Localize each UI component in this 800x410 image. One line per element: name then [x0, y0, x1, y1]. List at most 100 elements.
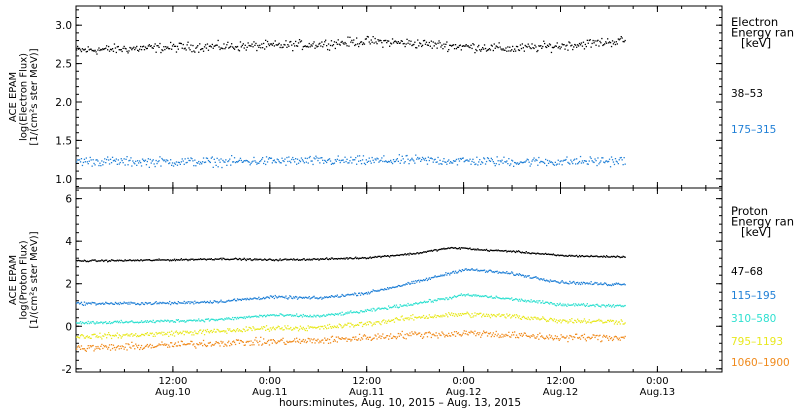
data-point: [386, 335, 388, 337]
data-point: [469, 295, 471, 297]
data-point: [246, 329, 248, 332]
data-point: [317, 326, 319, 328]
data-point: [608, 284, 611, 286]
data-point: [117, 45, 119, 48]
data-point: [163, 320, 165, 323]
data-point: [610, 255, 613, 258]
data-point: [86, 322, 88, 325]
data-point: [325, 39, 327, 41]
data-point: [465, 268, 467, 270]
data-point: [305, 296, 307, 299]
data-point: [610, 320, 613, 322]
data-point: [369, 256, 371, 258]
data-point: [307, 46, 309, 48]
data-point: [508, 315, 510, 317]
data-point: [313, 41, 315, 43]
data-point: [241, 44, 243, 47]
data-point: [415, 316, 417, 318]
data-point: [362, 42, 365, 44]
data-point: [324, 296, 326, 298]
data-point: [246, 46, 248, 48]
data-point: [197, 45, 199, 47]
data-point: [492, 314, 494, 316]
data-point: [370, 322, 372, 324]
data-point: [115, 347, 117, 349]
data-point: [597, 157, 599, 159]
data-point: [152, 319, 154, 321]
data-point: [205, 301, 208, 303]
data-point: [278, 42, 280, 45]
data-point: [476, 268, 478, 270]
data-point: [607, 284, 609, 287]
data-point: [520, 332, 523, 335]
data-point: [455, 48, 458, 50]
data-point: [418, 45, 420, 47]
data-point: [432, 41, 434, 43]
data-point: [616, 43, 618, 45]
data-point: [116, 303, 118, 305]
data-point: [452, 271, 454, 273]
data-point: [601, 320, 603, 322]
data-point: [358, 292, 361, 294]
data-point: [97, 322, 99, 324]
data-point: [387, 40, 389, 42]
data-point: [452, 44, 454, 46]
data-point: [478, 313, 480, 315]
data-point: [84, 48, 86, 50]
data-point: [305, 327, 307, 330]
data-point: [234, 257, 237, 259]
data-point: [453, 272, 456, 274]
data-point: [424, 251, 427, 253]
data-point: [224, 48, 226, 50]
data-point: [207, 301, 210, 304]
data-point: [179, 42, 181, 44]
data-point: [247, 42, 249, 44]
data-point: [529, 301, 531, 303]
data-point: [617, 339, 619, 341]
data-point: [195, 47, 197, 49]
data-point: [582, 41, 585, 43]
data-point: [272, 160, 274, 162]
data-point: [622, 283, 624, 286]
data-point: [588, 256, 590, 258]
data-point: [611, 339, 614, 342]
data-point: [300, 340, 303, 342]
data-point: [571, 282, 573, 284]
data-point: [91, 321, 93, 323]
data-point: [418, 302, 420, 305]
data-point: [141, 302, 144, 304]
data-point: [480, 295, 482, 297]
data-point: [295, 315, 297, 317]
data-point: [412, 282, 414, 284]
data-point: [529, 336, 531, 339]
data-point: [297, 341, 300, 343]
data-point: [559, 160, 561, 163]
data-point: [500, 161, 502, 163]
data-point: [361, 43, 364, 46]
data-point: [297, 162, 300, 164]
data-point: [364, 292, 367, 295]
data-point: [505, 333, 507, 336]
data-point: [130, 157, 132, 159]
data-point: [509, 336, 511, 338]
data-point: [102, 322, 104, 325]
data-point: [322, 258, 324, 260]
data-point: [486, 157, 489, 159]
data-point: [136, 45, 138, 48]
data-point: [231, 330, 233, 333]
data-point: [229, 259, 231, 261]
data-point: [353, 159, 355, 161]
data-point: [326, 314, 328, 316]
data-point: [567, 303, 569, 305]
data-point: [450, 314, 452, 316]
data-point: [522, 334, 524, 336]
data-point: [461, 247, 463, 249]
data-point: [151, 344, 153, 347]
data-point: [165, 302, 167, 305]
data-point: [192, 258, 194, 260]
data-point: [480, 312, 482, 314]
data-point: [475, 163, 477, 165]
data-point: [516, 336, 519, 338]
data-point: [291, 315, 293, 317]
data-point: [125, 302, 127, 304]
